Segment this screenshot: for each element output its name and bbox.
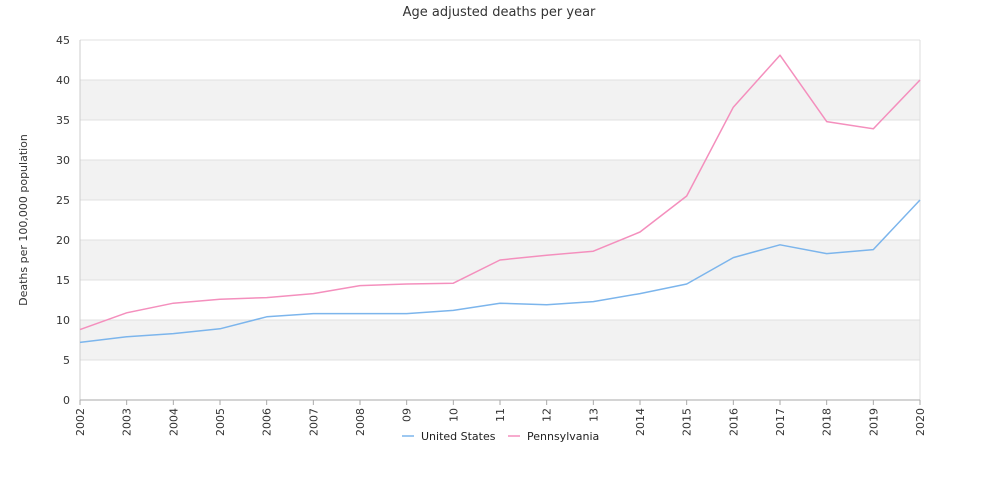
y-tick-label: 10 — [56, 314, 70, 327]
y-tick-label: 5 — [63, 354, 70, 367]
x-tick-label: 2006 — [261, 408, 274, 436]
x-tick-label: 10 — [447, 408, 460, 422]
grid-bands — [80, 80, 920, 360]
x-axis-ticks: 2002 2003 2004 2005 2006 2007 2008 09 10 11 12 13 20… — [74, 400, 927, 436]
series-line-united-states — [79, 199, 921, 344]
gridlines — [80, 39, 920, 401]
x-tick-label: 2020 — [914, 408, 927, 436]
y-tick-label: 0 — [63, 394, 70, 407]
y-tick-label: 35 — [56, 114, 70, 127]
x-tick-label: 2019 — [867, 408, 880, 436]
legend-label: Pennsylvania — [527, 430, 599, 443]
x-tick-label: 2016 — [727, 408, 740, 436]
x-tick-label: 09 — [401, 408, 414, 422]
y-tick-label: 25 — [56, 194, 70, 207]
chart-title: Age adjusted deaths per year — [403, 5, 596, 20]
x-tick-label: 2004 — [167, 408, 180, 436]
x-tick-label: 12 — [541, 408, 554, 422]
y-tick-label: 30 — [56, 154, 70, 167]
grid-band — [80, 320, 920, 360]
y-tick-label: 40 — [56, 74, 70, 87]
x-tick-label: 2014 — [634, 408, 647, 436]
y-tick-label: 15 — [56, 274, 70, 287]
grid-band — [80, 160, 920, 200]
x-tick-label: 2017 — [774, 408, 787, 436]
x-tick-label: 2003 — [121, 408, 134, 436]
x-tick-label: 2007 — [307, 408, 320, 436]
x-tick-label: 2005 — [214, 408, 227, 436]
grid-band — [80, 80, 920, 120]
y-tick-label: 20 — [56, 234, 70, 247]
x-tick-label: 13 — [587, 408, 600, 422]
x-tick-label: 2018 — [821, 408, 834, 436]
series-lines — [79, 54, 921, 344]
x-tick-label: 2015 — [681, 408, 694, 436]
x-tick-label: 2002 — [74, 408, 87, 436]
y-tick-label: 45 — [56, 34, 70, 47]
y-axis-ticks: 0 5 10 15 20 25 30 35 40 45 — [56, 34, 70, 407]
legend-label: United States — [421, 430, 496, 443]
y-axis-label: Deaths per 100,000 population — [17, 134, 30, 306]
x-tick-label: 2008 — [354, 408, 367, 436]
legend: United States Pennsylvania — [402, 430, 599, 443]
x-tick-label: 11 — [494, 408, 507, 422]
series-line-pennsylvania — [79, 54, 921, 331]
